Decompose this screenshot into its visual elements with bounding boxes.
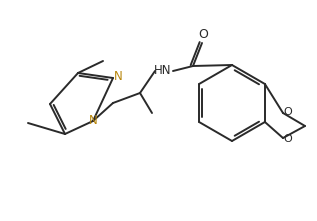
Text: O: O [284, 107, 292, 117]
Text: O: O [284, 134, 292, 144]
Text: O: O [198, 29, 208, 42]
Text: N: N [113, 69, 122, 82]
Text: N: N [89, 114, 97, 126]
Text: HN: HN [154, 65, 172, 78]
